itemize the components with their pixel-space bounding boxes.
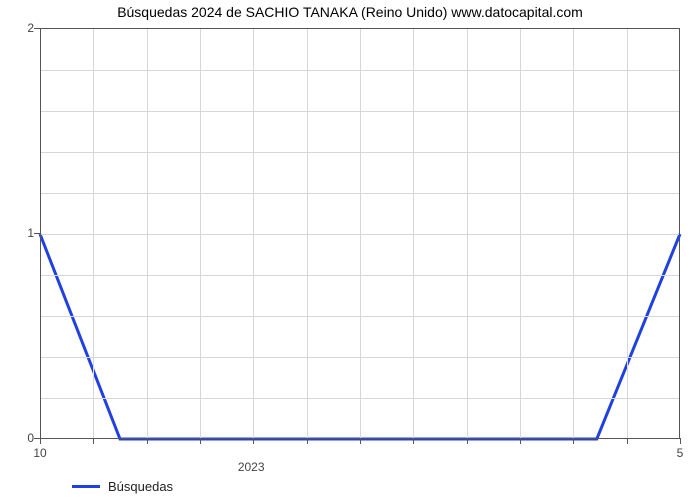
legend-swatch	[72, 485, 100, 488]
legend-label: Búsquedas	[108, 479, 173, 494]
x-tick-label-right: 5	[677, 446, 684, 460]
x-tick-label-left: 10	[33, 446, 46, 460]
plot-area	[40, 28, 680, 438]
y-tick-label: 2	[12, 21, 34, 35]
y-tick-label: 0	[12, 431, 34, 445]
x-axis-year-label: 2023	[238, 460, 265, 474]
line-chart: Búsquedas 2024 de SACHIO TANAKA (Reino U…	[0, 0, 700, 500]
y-tick-label: 1	[12, 226, 34, 240]
chart-title: Búsquedas 2024 de SACHIO TANAKA (Reino U…	[0, 4, 700, 20]
legend: Búsquedas	[72, 479, 173, 494]
